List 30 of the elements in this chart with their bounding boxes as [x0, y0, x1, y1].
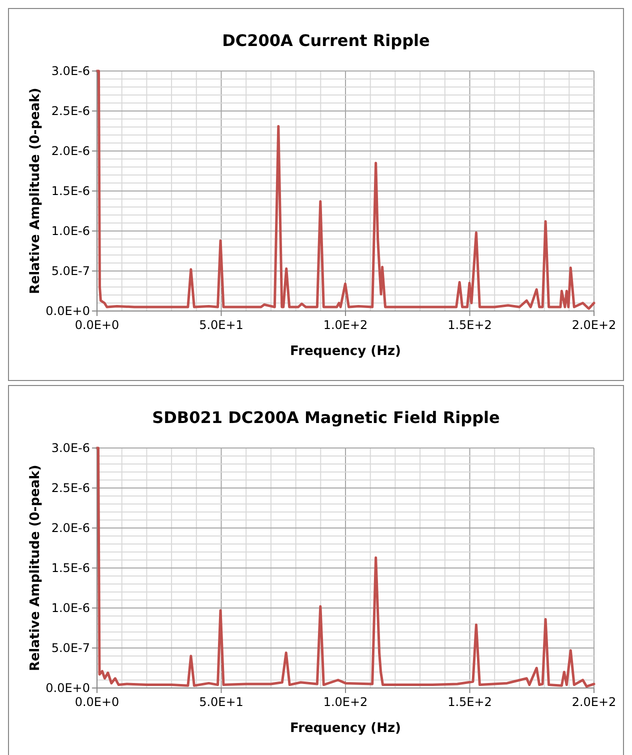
x-axis-title: Frequency (Hz) — [290, 344, 401, 359]
y-tick-label: 0.0E+0 — [46, 304, 90, 318]
x-axis-title: Frequency (Hz) — [290, 721, 401, 736]
x-tick-label: 0.0E+0 — [74, 318, 120, 332]
y-tick-label: 2.0E-6 — [51, 144, 90, 158]
y-tick-label: 1.5E-6 — [51, 561, 90, 575]
y-tick-label: 1.5E-6 — [51, 184, 90, 198]
y-axis-title: Relative Amplitude (0-peak) — [28, 88, 43, 294]
x-tick-label: 1.0E+2 — [323, 318, 368, 332]
x-tick-label: 5.0E+1 — [199, 695, 244, 709]
y-axis-title: Relative Amplitude (0-peak) — [28, 464, 43, 672]
x-tick-label: 2.0E+2 — [572, 695, 616, 709]
x-tick-label: 1.5E+2 — [448, 318, 492, 332]
chart-title: SDB021 DC200A Magnetic Field Ripple — [152, 408, 500, 427]
x-tick-label: 2.0E+2 — [572, 318, 616, 332]
chart-title: DC200A Current Ripple — [222, 31, 430, 50]
y-tick-label: 5.0E-7 — [51, 641, 90, 655]
y-tick-label: 3.0E-6 — [51, 441, 90, 455]
y-tick-label: 3.0E-6 — [51, 64, 90, 78]
x-tick-label: 1.5E+2 — [448, 695, 492, 709]
x-tick-label: 0.0E+0 — [74, 695, 120, 709]
y-tick-label: 2.5E-6 — [51, 104, 90, 118]
y-tick-label: 2.5E-6 — [51, 481, 90, 495]
y-tick-label: 2.0E-6 — [51, 521, 90, 535]
y-tick-label: 5.0E-7 — [51, 264, 90, 278]
x-tick-label: 1.0E+2 — [323, 695, 368, 709]
y-tick-label: 1.0E-6 — [51, 224, 90, 238]
x-tick-label: 5.0E+1 — [199, 318, 244, 332]
y-tick-label: 1.0E-6 — [51, 601, 90, 615]
y-tick-label: 0.0E+0 — [46, 681, 90, 695]
